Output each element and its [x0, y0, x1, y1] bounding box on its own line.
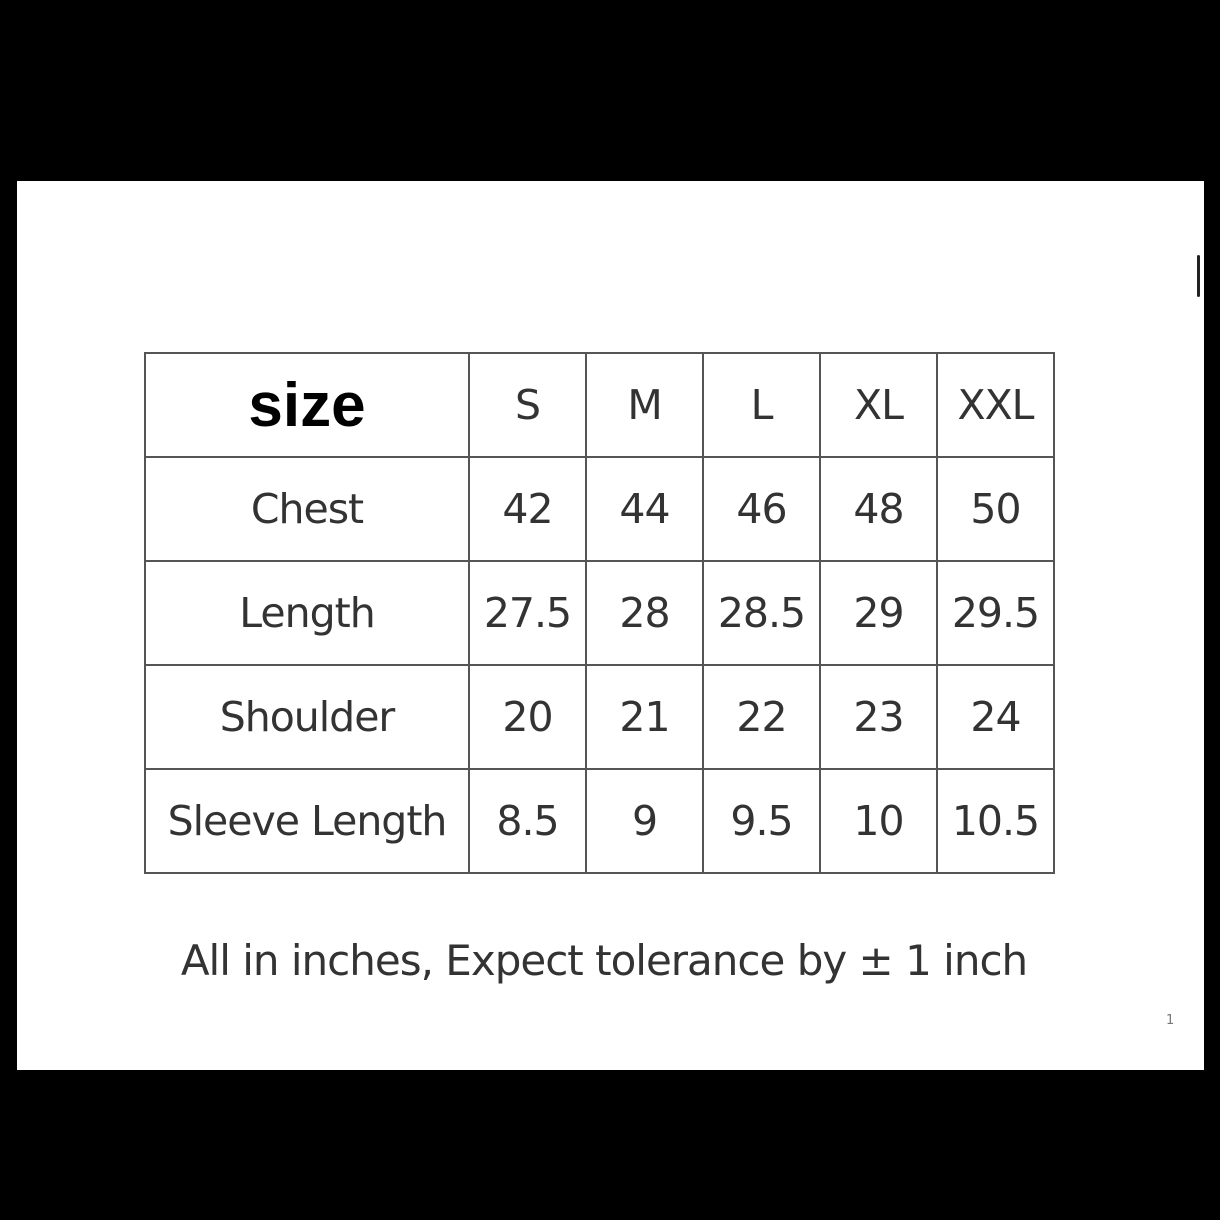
cell: 22 [702, 664, 821, 770]
table-row-length: Length 27.5 28 28.5 29 29.5 [144, 560, 1055, 666]
cell: 27.5 [468, 560, 587, 666]
header-m: M [585, 352, 704, 458]
header-xxl: XXL [936, 352, 1055, 458]
row-label: Chest [144, 456, 470, 562]
cell: 29 [819, 560, 938, 666]
table-header-row: size S M L XL XXL [144, 352, 1055, 458]
size-chart-table: size S M L XL XXL Chest 42 44 46 48 50 L… [144, 352, 1055, 874]
table-row-sleeve-length: Sleeve Length 8.5 9 9.5 10 10.5 [144, 768, 1055, 874]
row-label: Sleeve Length [144, 768, 470, 874]
cell: 50 [936, 456, 1055, 562]
header-s: S [468, 352, 587, 458]
cell: 29.5 [936, 560, 1055, 666]
cell: 44 [585, 456, 704, 562]
cell: 10.5 [936, 768, 1055, 874]
cell: 8.5 [468, 768, 587, 874]
cell: 28 [585, 560, 704, 666]
cell: 24 [936, 664, 1055, 770]
cell: 28.5 [702, 560, 821, 666]
header-xl: XL [819, 352, 938, 458]
cell: 20 [468, 664, 587, 770]
cell: 48 [819, 456, 938, 562]
row-label: Shoulder [144, 664, 470, 770]
cell: 9 [585, 768, 704, 874]
header-l: L [702, 352, 821, 458]
page-number: 1 [1166, 1013, 1175, 1028]
row-label: Length [144, 560, 470, 666]
cell: 9.5 [702, 768, 821, 874]
table-row-chest: Chest 42 44 46 48 50 [144, 456, 1055, 562]
edge-mark [1197, 255, 1200, 297]
table-row-shoulder: Shoulder 20 21 22 23 24 [144, 664, 1055, 770]
cell: 46 [702, 456, 821, 562]
cell: 42 [468, 456, 587, 562]
cell: 10 [819, 768, 938, 874]
cell: 21 [585, 664, 704, 770]
cell: 23 [819, 664, 938, 770]
tolerance-note: All in inches, Expect tolerance by ± 1 i… [180, 936, 1028, 985]
header-size: size [144, 352, 470, 458]
